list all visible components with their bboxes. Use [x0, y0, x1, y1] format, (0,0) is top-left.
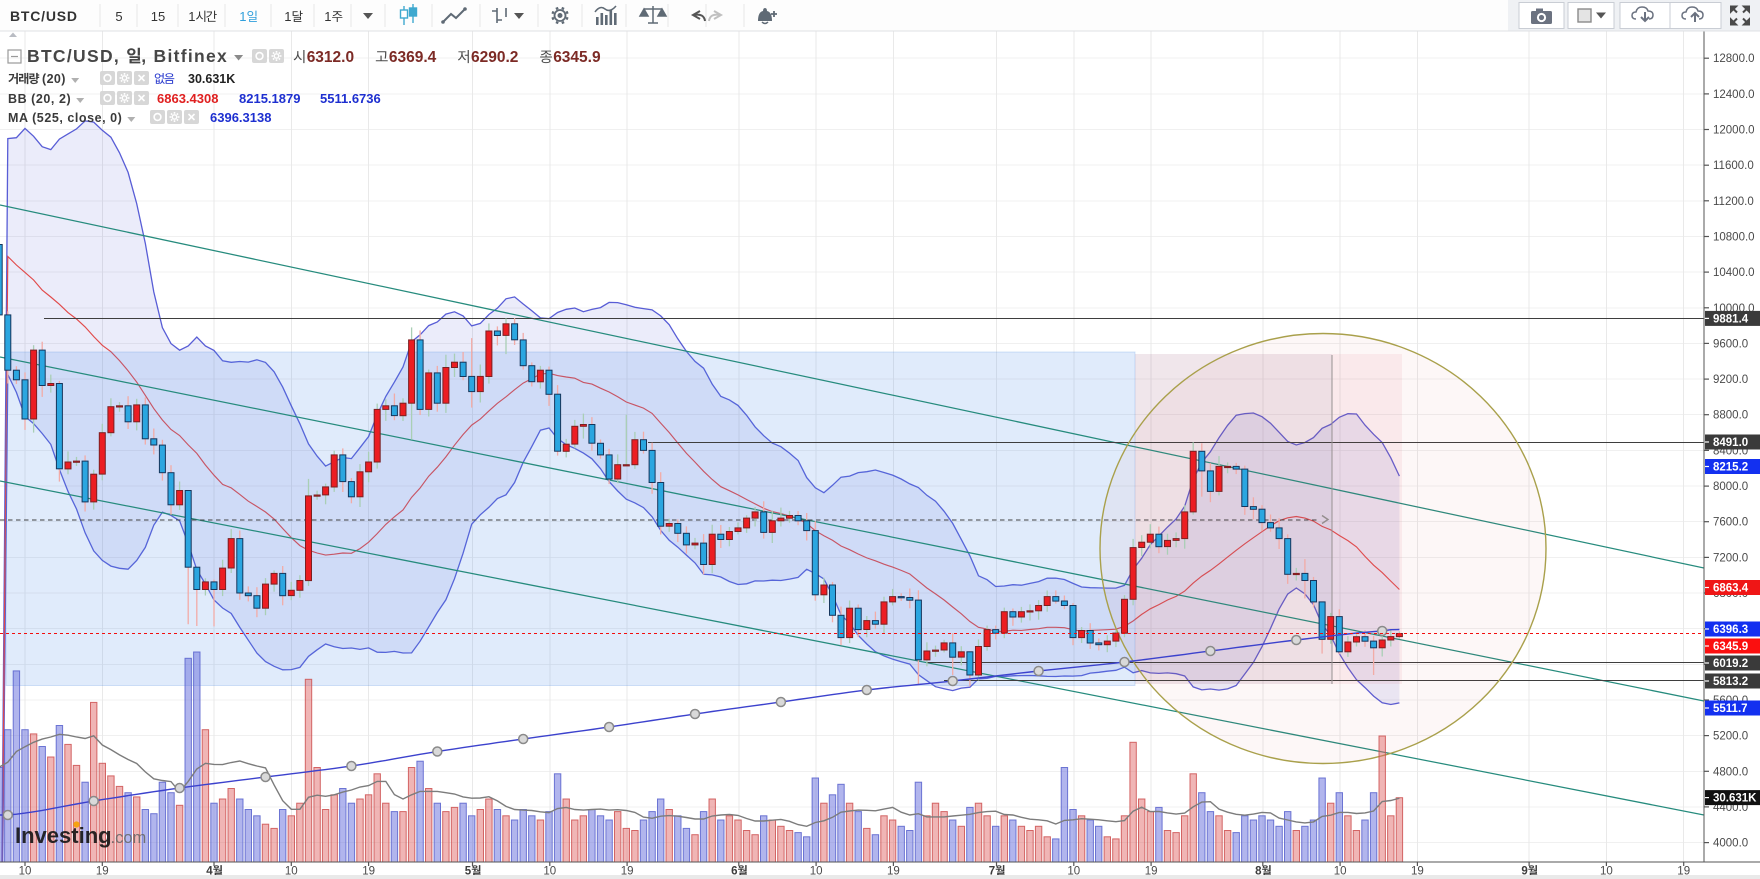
svg-text:6: 6 [731, 866, 737, 878]
svg-text:19: 19 [1145, 866, 1158, 878]
svg-text:6396.3138: 6396.3138 [210, 110, 271, 125]
svg-text:30.631K: 30.631K [188, 72, 235, 86]
svg-text:8: 8 [1255, 866, 1262, 878]
svg-text:6345.9: 6345.9 [1713, 641, 1748, 653]
svg-text:10: 10 [543, 866, 556, 878]
svg-text:6369.4: 6369.4 [389, 49, 437, 66]
svg-text:10: 10 [1600, 866, 1613, 878]
svg-text:10: 10 [19, 866, 32, 878]
svg-text:7200.0: 7200.0 [1713, 552, 1748, 564]
svg-text:1: 1 [239, 9, 246, 24]
svg-text:4000.0: 4000.0 [1713, 838, 1748, 850]
svg-text:12400.0: 12400.0 [1713, 89, 1755, 101]
svg-text:10: 10 [810, 866, 823, 878]
svg-text:10800.0: 10800.0 [1713, 232, 1755, 244]
svg-text:5200.0: 5200.0 [1713, 731, 1748, 743]
svg-text:7: 7 [989, 866, 995, 878]
svg-text:1: 1 [188, 9, 195, 24]
svg-text:9200.0: 9200.0 [1713, 374, 1748, 386]
svg-text:10: 10 [1334, 866, 1347, 878]
svg-text:1: 1 [324, 9, 331, 24]
svg-text:.com: .com [111, 829, 147, 847]
svg-text:15: 15 [151, 9, 165, 24]
svg-text:10: 10 [285, 866, 298, 878]
svg-text:8215.2: 8215.2 [1713, 462, 1748, 474]
svg-text:19: 19 [1677, 866, 1690, 878]
svg-text:19: 19 [96, 866, 109, 878]
svg-text:9881.4: 9881.4 [1713, 313, 1749, 325]
svg-text:5813.2: 5813.2 [1713, 676, 1748, 688]
svg-text:5: 5 [465, 866, 472, 878]
svg-text:8000.0: 8000.0 [1713, 481, 1748, 493]
svg-text:11600.0: 11600.0 [1713, 160, 1754, 172]
svg-text:9: 9 [1521, 866, 1527, 878]
svg-text:MA (525, close, 0): MA (525, close, 0) [8, 111, 122, 125]
svg-text:6863.4: 6863.4 [1713, 583, 1749, 595]
svg-text:BTC/USD: BTC/USD [10, 8, 78, 24]
svg-text:8491.0: 8491.0 [1713, 437, 1748, 449]
svg-text:11200.0: 11200.0 [1713, 196, 1754, 208]
svg-text:4: 4 [206, 866, 213, 878]
svg-text:Investing: Investing [15, 823, 112, 848]
svg-text:1: 1 [284, 9, 291, 24]
svg-text:9600.0: 9600.0 [1713, 338, 1748, 350]
svg-text:6312.0: 6312.0 [307, 49, 354, 66]
svg-text:5511.7: 5511.7 [1713, 703, 1748, 715]
svg-text:6019.2: 6019.2 [1713, 658, 1748, 670]
svg-text:8800.0: 8800.0 [1713, 410, 1748, 422]
svg-text:30.631K: 30.631K [1713, 793, 1757, 805]
svg-text:6396.3: 6396.3 [1713, 624, 1748, 636]
svg-text:BTC/USD,: BTC/USD, [27, 46, 120, 66]
svg-text:BB (20, 2): BB (20, 2) [8, 92, 71, 106]
svg-text:19: 19 [362, 866, 375, 878]
svg-text:5: 5 [115, 9, 122, 24]
svg-text:10400.0: 10400.0 [1713, 267, 1755, 279]
svg-text:6345.9: 6345.9 [553, 49, 601, 66]
svg-text:4800.0: 4800.0 [1713, 766, 1748, 778]
svg-text:, Bitfinex: , Bitfinex [141, 46, 228, 66]
svg-text:6290.2: 6290.2 [471, 49, 518, 66]
svg-text:19: 19 [887, 866, 900, 878]
svg-text:12800.0: 12800.0 [1713, 53, 1755, 65]
svg-text:(20): (20) [42, 72, 66, 86]
svg-text:5511.6736: 5511.6736 [320, 91, 381, 106]
svg-text:6863.4308: 6863.4308 [157, 91, 218, 106]
svg-text:10: 10 [1067, 866, 1080, 878]
svg-text:12000.0: 12000.0 [1713, 125, 1755, 137]
svg-text:19: 19 [1411, 866, 1424, 878]
svg-text:19: 19 [621, 866, 634, 878]
svg-text:7600.0: 7600.0 [1713, 517, 1748, 529]
svg-text:8215.1879: 8215.1879 [239, 91, 300, 106]
